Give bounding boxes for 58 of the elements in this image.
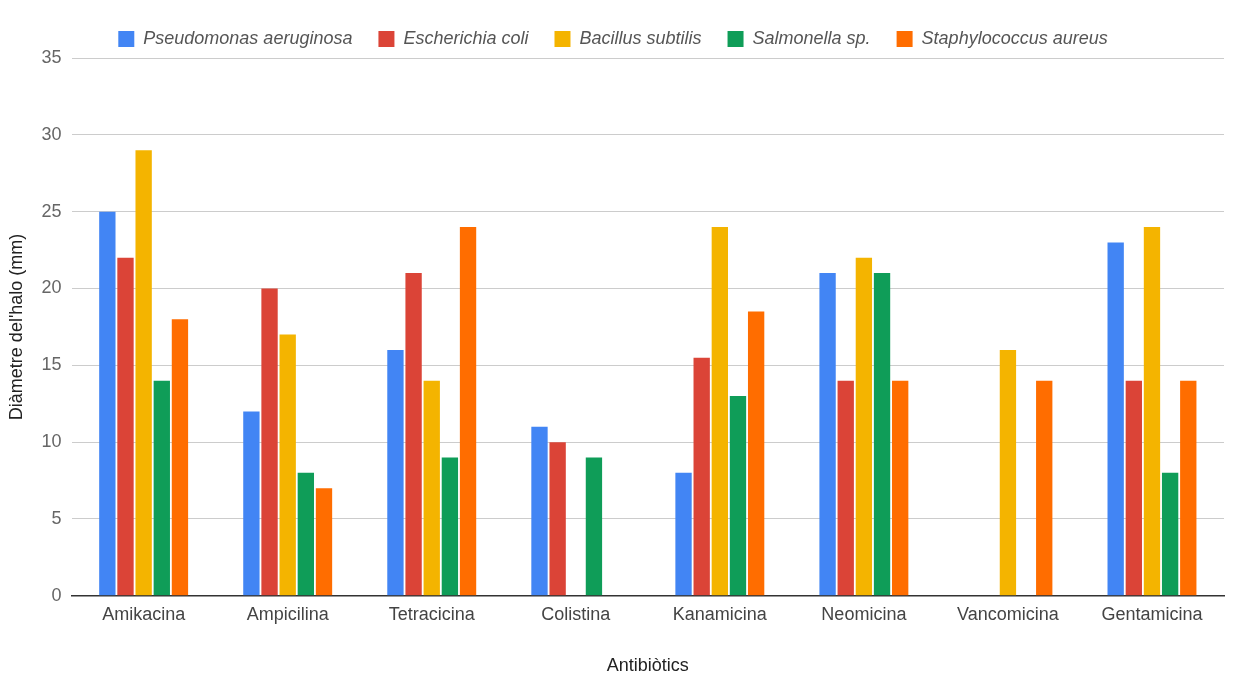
bar [405, 273, 422, 596]
bar [387, 349, 404, 596]
bar [531, 426, 548, 596]
bar [459, 227, 477, 596]
bar [711, 227, 728, 596]
x-tick-label: Gentamicina [1101, 603, 1204, 624]
y-tick-label: 10 [41, 431, 62, 452]
y-tick-label: 0 [51, 584, 62, 605]
bar [1143, 227, 1161, 596]
legend-label: Salmonella sp. [752, 28, 871, 48]
bar [837, 380, 854, 596]
legend-label: Staphylococcus aureus [921, 28, 1108, 48]
bar [585, 457, 603, 596]
y-tick-label: 15 [41, 354, 62, 375]
bar [1125, 380, 1142, 596]
y-axis-title: Diàmetre del'halo (mm) [5, 233, 26, 421]
x-tick-label: Vancomicina [957, 603, 1060, 624]
bar [315, 488, 333, 596]
legend-label: Bacillus subtilis [579, 28, 702, 48]
bar [135, 150, 152, 596]
x-tick-label: Neomicina [821, 603, 908, 624]
bar [729, 396, 747, 596]
y-tick-label: 20 [41, 277, 62, 298]
y-tick-label: 5 [51, 507, 62, 528]
x-tick-label: Colistina [541, 603, 612, 624]
bar [441, 457, 459, 596]
bar [855, 257, 873, 596]
bar [999, 349, 1017, 596]
bar [693, 357, 710, 596]
bar [1161, 472, 1179, 596]
x-tick-label: Tetracicina [388, 603, 476, 624]
x-tick-label: Kanamicina [672, 603, 768, 624]
legend-label: Pseudomonas aeruginosa [143, 28, 353, 48]
bar [1107, 242, 1124, 596]
bar [261, 288, 278, 596]
bar [675, 472, 692, 596]
y-tick-label: 30 [41, 123, 62, 144]
bar [423, 380, 440, 596]
legend-label: Escherichia coli [403, 28, 530, 48]
bar [117, 257, 134, 596]
x-axis-title: Antibiòtics [606, 655, 689, 676]
x-tick-label: Amikacina [102, 603, 187, 624]
bar [1180, 380, 1197, 596]
bar [171, 319, 189, 596]
x-tick-label: Ampicilina [246, 603, 330, 624]
y-tick-label: 35 [41, 46, 62, 67]
bar [99, 211, 116, 596]
bar [819, 273, 836, 596]
bar [873, 273, 891, 596]
bar [892, 380, 909, 596]
bar [549, 442, 566, 596]
bar [279, 334, 296, 596]
bar [747, 311, 765, 596]
bar [1036, 380, 1053, 596]
bar [297, 472, 315, 596]
bar [153, 380, 170, 596]
bar [243, 411, 260, 596]
y-tick-label: 25 [41, 200, 62, 221]
